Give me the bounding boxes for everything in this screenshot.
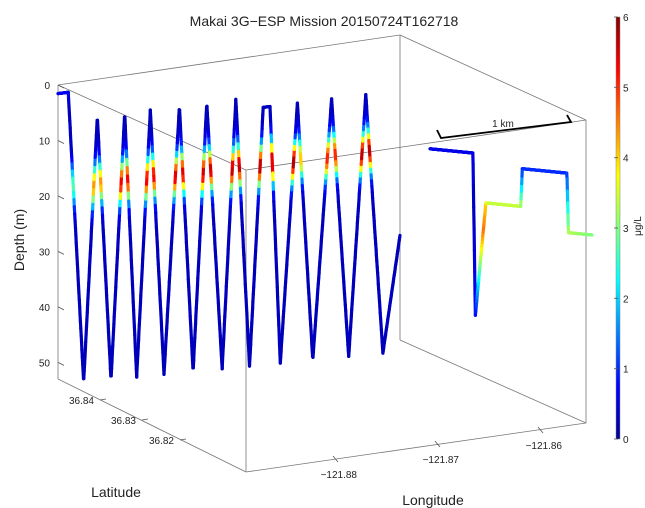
scale-bar-line [436,114,573,139]
box-edge-right-bottom [245,422,587,473]
latitude-tick-label: 36.83 [111,416,136,427]
longitude-axis-label: Longitude [402,492,464,508]
depth-tick [57,306,65,311]
colorbar-tick-label: 2 [623,294,629,305]
box-edge-left-bottom [57,378,247,473]
colorbar-tick-label: 4 [623,154,629,165]
depth-tick-label: 50 [39,358,51,369]
longitude-tick [332,455,339,463]
colorbar-tick-label: 3 [623,224,629,235]
depth-tick [57,195,65,200]
longitude-tick [537,426,544,434]
longitude-tick [434,440,441,448]
longitude-tick-label: −121.86 [526,441,563,452]
latitude-tick [179,438,187,441]
colorbar-tick-label: 5 [623,83,629,94]
colorbar-label: μg/L [633,216,644,236]
latitude-tick-label: 36.82 [149,436,174,447]
box-edge-top-right [245,119,587,171]
depth-axis: 0 10 20 30 40 50 [39,81,65,369]
chart-title: Makai 3G−ESP Mission 20150724T162718 [190,13,459,29]
box-edge-back-right-top [399,34,587,121]
colorbar: 0 1 2 3 4 5 6 [614,13,629,446]
longitude-axis: −121.88 −121.87 −121.86 [321,426,563,481]
longitude-tick-label: −121.88 [321,470,358,481]
latitude-axis-label: Latitude [91,484,141,500]
latitude-axis: 36.84 36.83 36.82 [69,396,187,447]
glider-tracks [56,90,594,381]
box-edge-back-top [57,34,401,86]
latitude-tick-label: 36.84 [69,396,94,407]
colorbar-tick-label: 0 [623,435,629,446]
latitude-tick [99,398,107,401]
depth-tick-label: 30 [39,247,51,258]
longitude-tick-label: −121.87 [423,455,460,466]
depth-tick-label: 0 [44,81,50,92]
colorbar-tick-label: 1 [623,365,629,376]
box-edge-back-bottom [399,339,587,424]
depth-tick-label: 40 [39,303,51,314]
latitude-tick [141,418,149,421]
depth-tick [57,140,65,144]
depth-tick [57,251,65,255]
depth-axis-label: Depth (m) [11,209,27,271]
colorbar-tick-label: 6 [623,13,629,24]
scale-bar: 1 km [436,114,573,139]
depth-tick-label: 20 [39,192,51,203]
depth-tick [57,362,65,366]
scale-bar-label: 1 km [492,119,514,130]
depth-tick [57,84,65,89]
depth-tick-label: 10 [39,137,51,148]
